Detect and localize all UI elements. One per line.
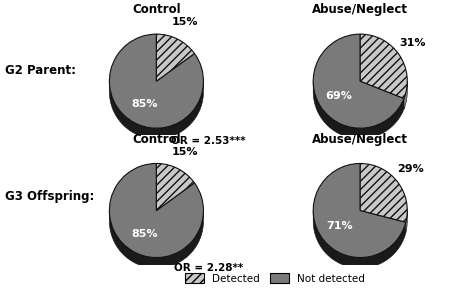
Text: 85%: 85% (131, 228, 158, 238)
Text: 69%: 69% (326, 91, 352, 101)
Text: 15%: 15% (172, 17, 199, 27)
Wedge shape (313, 34, 404, 128)
Polygon shape (406, 211, 407, 233)
Polygon shape (109, 211, 203, 268)
Legend: Detected, Not detected: Detected, Not detected (180, 268, 370, 289)
Text: 31%: 31% (400, 38, 426, 48)
Polygon shape (109, 81, 203, 139)
Polygon shape (313, 81, 404, 139)
Title: Abuse/Neglect: Abuse/Neglect (312, 133, 408, 146)
Text: G3 Offspring:: G3 Offspring: (5, 191, 94, 203)
Wedge shape (313, 163, 406, 258)
Title: Control: Control (132, 133, 181, 146)
Title: Control: Control (132, 4, 181, 16)
Title: Abuse/Neglect: Abuse/Neglect (312, 4, 408, 16)
Wedge shape (109, 34, 203, 128)
Wedge shape (360, 163, 407, 222)
Polygon shape (404, 81, 407, 109)
Wedge shape (156, 163, 194, 211)
Wedge shape (109, 163, 203, 258)
Polygon shape (313, 211, 406, 268)
Text: OR = 2.53***: OR = 2.53*** (171, 136, 246, 146)
Text: 15%: 15% (172, 147, 199, 157)
Text: 71%: 71% (327, 221, 353, 231)
Wedge shape (360, 34, 407, 98)
Text: G2 Parent:: G2 Parent: (5, 64, 76, 77)
Text: OR = 2.28**: OR = 2.28** (174, 263, 243, 273)
Text: 85%: 85% (131, 99, 158, 109)
Text: 29%: 29% (397, 164, 424, 174)
Wedge shape (156, 34, 194, 81)
